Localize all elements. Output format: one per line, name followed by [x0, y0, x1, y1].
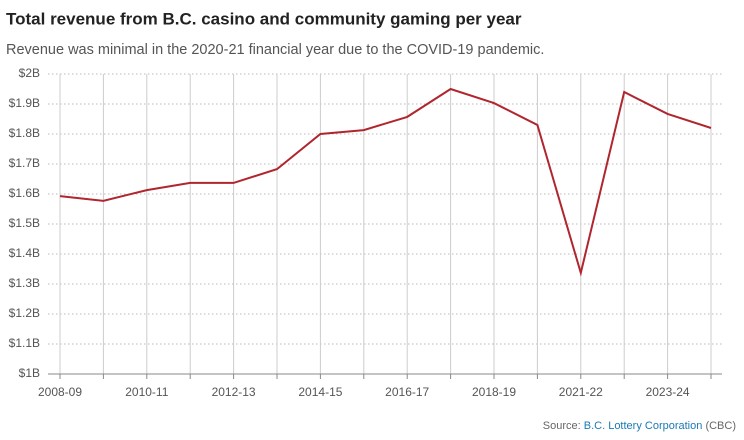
- x-tick-label: 2016-17: [385, 385, 429, 399]
- y-tick-label: $1.1B: [9, 336, 40, 350]
- x-tick-label: 2008-09: [38, 385, 82, 399]
- source-link[interactable]: B.C. Lottery Corporation: [584, 420, 703, 432]
- y-tick-label: $1.5B: [9, 216, 40, 230]
- x-tick-label: 2023-24: [646, 385, 690, 399]
- x-tick-label: 2018-19: [472, 385, 516, 399]
- chart-title: Total revenue from B.C. casino and commu…: [6, 9, 522, 28]
- x-tick-label: 2012-13: [212, 385, 256, 399]
- y-tick-label: $2B: [19, 66, 40, 80]
- y-tick-label: $1.8B: [9, 126, 40, 140]
- y-tick-label: $1.7B: [9, 156, 40, 170]
- line-series: [59, 87, 712, 277]
- y-tick-label: $1B: [19, 366, 40, 380]
- y-tick-label: $1.2B: [9, 306, 40, 320]
- x-tick-label: 2014-15: [298, 385, 342, 399]
- chart-subtitle: Revenue was minimal in the 2020-21 finan…: [6, 42, 544, 58]
- y-tick-label: $1.3B: [9, 276, 40, 290]
- source-prefix: Source:: [543, 420, 581, 432]
- y-tick-label: $1.6B: [9, 186, 40, 200]
- source: Source: B.C. Lottery Corporation (CBC): [543, 420, 736, 432]
- y-tick-label: $1.9B: [9, 96, 40, 110]
- source-suffix: (CBC): [705, 420, 736, 432]
- y-tick-label: $1.4B: [9, 246, 40, 260]
- x-tick-label: 2021-22: [559, 385, 603, 399]
- x-tick-label: 2010-11: [125, 385, 168, 399]
